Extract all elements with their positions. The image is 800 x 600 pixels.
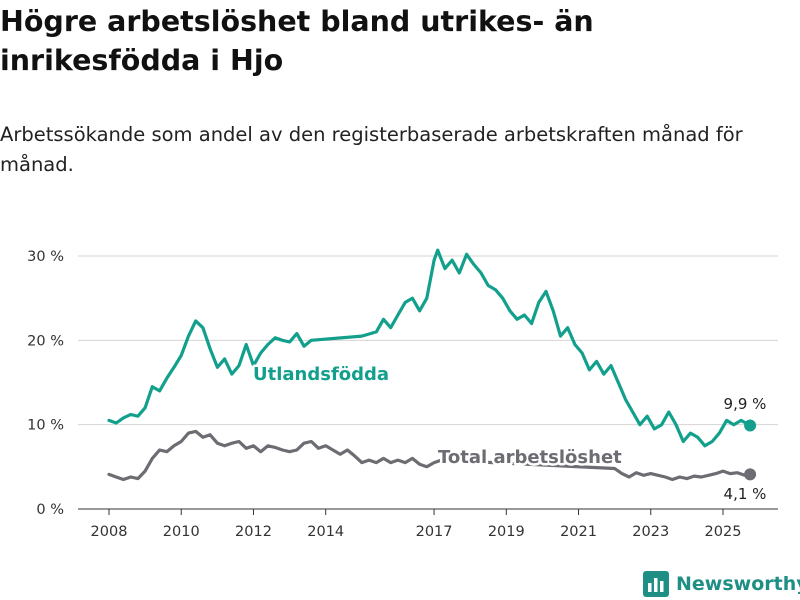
x-tick-label: 2012: [235, 524, 272, 540]
series-line-utlandsfodda: [107, 248, 752, 448]
x-axis-ticks: 2008 2010 2012 2014 2017 2019 2021 2023 2025: [91, 509, 742, 540]
series-end-marker: [744, 468, 757, 481]
series-name-total: Total arbetslöshet: [438, 447, 622, 468]
series-end-marker: [744, 419, 757, 432]
x-tick-label: 2023: [632, 524, 669, 540]
y-tick-label: 20 %: [27, 333, 64, 349]
newsworthy-logo: Newsworthy: [643, 569, 800, 599]
series-lines: [107, 248, 757, 482]
series-end-label: 9,9 %: [724, 395, 767, 413]
x-tick-label: 2010: [163, 524, 200, 540]
series-name-utlandsfodda: Utlandsfödda: [253, 364, 389, 385]
x-tick-label: 2008: [91, 524, 128, 540]
series-end-label: 4,1 %: [724, 485, 767, 503]
y-tick-label: 30 %: [27, 249, 64, 265]
y-axis-ticks: 0 % 10 % 20 % 30 %: [27, 249, 64, 518]
chart-title: Högre arbetslöshet bland utrikes- än inr…: [0, 5, 594, 77]
x-tick-label: 2019: [488, 524, 525, 540]
y-tick-label: 0 %: [36, 502, 64, 518]
y-tick-label: 10 %: [27, 418, 64, 434]
series-labels: 9,9 % 4,1 % Utlandsfödda Total arbetslöshet: [251, 362, 767, 504]
bar-chart-icon: [643, 571, 669, 597]
x-tick-label: 2014: [307, 524, 344, 540]
series-line-total: [107, 429, 752, 482]
chart-subtitle: Arbetssökande som andel av den registerb…: [0, 123, 743, 176]
line-chart: 0 % 10 % 20 % 30 % 2008 2010 2012 2014 2017 2019…: [27, 248, 778, 540]
x-tick-label: 2025: [705, 524, 742, 540]
brand-name: Newsworthy: [676, 573, 800, 595]
x-tick-label: 2017: [416, 524, 453, 540]
x-tick-label: 2021: [560, 524, 597, 540]
